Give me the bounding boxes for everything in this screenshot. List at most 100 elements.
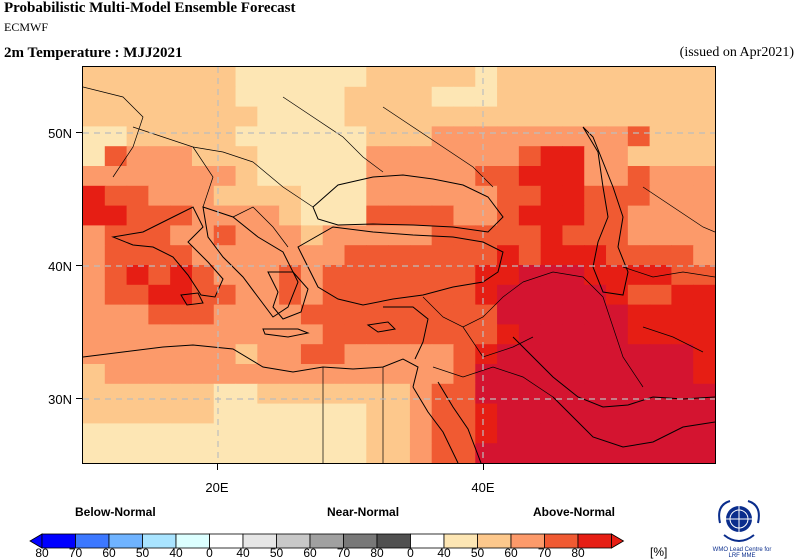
grid-cell (322, 106, 346, 127)
grid-cell (627, 284, 651, 306)
grid-cell (279, 205, 302, 226)
grid-cell (475, 423, 498, 444)
grid-cell (126, 443, 149, 463)
grid-cell (540, 383, 564, 405)
grid-cell (104, 166, 128, 187)
grid-cell (191, 106, 215, 127)
grid-cell (126, 383, 149, 405)
grid-cell (453, 423, 476, 444)
grid-cell (191, 225, 215, 246)
grid-cell (300, 67, 324, 88)
grid-cell (475, 344, 498, 365)
grid-cell (540, 106, 564, 127)
grid-cell (170, 245, 193, 266)
legend-near-normal: Near-Normal (327, 505, 400, 519)
grid-cell (431, 423, 455, 444)
grid-cell (606, 304, 629, 325)
grid-cell (279, 225, 302, 246)
grid-cell (649, 304, 673, 325)
grid-cell (344, 67, 367, 88)
grid-cell (584, 166, 607, 187)
grid-cell (148, 364, 171, 385)
grid-cell (518, 185, 542, 207)
legend-number: 60 (102, 546, 116, 560)
grid-cell (344, 265, 367, 286)
chart-title: Probabilistic Multi-Model Ensemble Forec… (4, 0, 296, 16)
grid-cell (126, 324, 149, 345)
grid-cell (83, 423, 106, 444)
coastline-italy (111, 206, 224, 298)
grid-cell (104, 245, 128, 266)
grid-cell (540, 403, 564, 424)
grid-cell (540, 205, 564, 226)
grid-cell (453, 146, 476, 167)
grid-cell (518, 265, 542, 286)
grid-cell (104, 383, 128, 405)
grid-cell (279, 126, 302, 147)
legend-number: 80 (35, 546, 49, 560)
grid-cell (366, 383, 389, 405)
grid-cell (170, 344, 193, 365)
grid-cell (649, 265, 673, 286)
legend-above-normal: Above-Normal (533, 505, 616, 519)
grid-cell (693, 86, 715, 108)
grid-cell (257, 364, 280, 385)
grid-cell (431, 106, 455, 127)
grid-cell (148, 423, 171, 444)
grid-cell (322, 245, 346, 266)
grid-cell (257, 126, 280, 147)
grid-cell (235, 86, 258, 108)
grid-cell (126, 344, 149, 365)
grid-cell (518, 284, 542, 306)
grid-cell (170, 146, 193, 167)
grid-cell (191, 146, 215, 167)
grid-cell (584, 284, 607, 306)
grid-cell (627, 423, 651, 444)
grid-cell (300, 126, 324, 147)
grid-cell (366, 344, 389, 365)
grid-cell (126, 284, 149, 306)
grid-cell (627, 166, 651, 187)
grid-cell (606, 403, 629, 424)
grid-cell (518, 304, 542, 325)
grid-cell (366, 126, 389, 147)
grid-cell (148, 383, 171, 405)
grid-cell (606, 284, 629, 306)
model-name: ECMWF (4, 20, 49, 34)
grid-cell (191, 245, 215, 266)
grid-cell (170, 423, 193, 444)
coastline-red-sea-east (437, 381, 482, 463)
grid-cell (475, 106, 498, 127)
grid-cell (606, 106, 629, 127)
grid-cell (170, 185, 193, 207)
lat-label-40n: 40N (48, 259, 72, 274)
grid-cell (83, 126, 106, 147)
grid-cell (475, 166, 498, 187)
grid-cell (584, 225, 607, 246)
legend-color-boxes (29, 533, 625, 549)
grid-cell (606, 86, 629, 108)
grid-cell (257, 146, 280, 167)
grid-cell (83, 304, 106, 325)
grid-cell (606, 383, 629, 405)
grid-cell (191, 67, 215, 88)
grid-cell (322, 443, 346, 463)
grid-cell (453, 284, 476, 306)
grid-cell (497, 185, 520, 207)
grid-cell (649, 106, 673, 127)
grid-cell (475, 304, 498, 325)
grid-cell (409, 304, 433, 325)
grid-cell (191, 86, 215, 108)
grid-cell (584, 443, 607, 463)
grid-cell (453, 403, 476, 424)
grid-cell (693, 423, 715, 444)
grid-cell (148, 403, 171, 424)
grid-cell (453, 344, 476, 365)
grid-cell (148, 185, 171, 207)
grid-cell (213, 185, 237, 207)
grid-cell (606, 225, 629, 246)
grid-cell (344, 126, 367, 147)
grid-cell (540, 265, 564, 286)
grid-cell (453, 126, 476, 147)
grid-cell (649, 324, 673, 345)
